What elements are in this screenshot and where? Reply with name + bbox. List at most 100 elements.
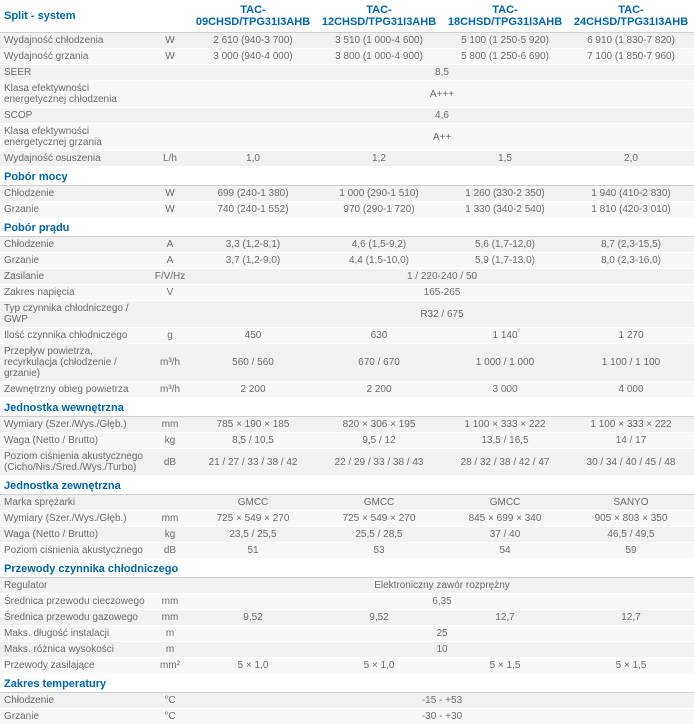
table-row: Marka sprężarkiGMCCGMCCGMCCSANYO: [0, 495, 694, 511]
row-value-1: 1 000 (290-1 510): [316, 186, 442, 202]
row-unit: mm: [150, 610, 190, 626]
row-value-3: 905 × 803 × 350: [568, 511, 694, 527]
row-unit: [150, 81, 190, 108]
row-label: Ilość czynnika chłodniczego: [0, 328, 150, 344]
table-row: Poziom ciśnienia akustycznegodB51535459: [0, 543, 694, 559]
row-value-0: 8,5 / 10,5: [190, 433, 316, 449]
row-unit: kg: [150, 527, 190, 543]
row-value-1: 53: [316, 543, 442, 559]
row-label: Zewnętrzny obieg powietrza: [0, 382, 150, 398]
row-value-2: 1 330 (340-2 540): [442, 202, 568, 218]
row-value-2: 1 140: [442, 328, 568, 344]
row-label: Grzanie: [0, 709, 150, 725]
row-value-1: 22 / 29 / 33 / 38 / 43: [316, 449, 442, 476]
row-value-1: 3 510 (1 000-4 600): [316, 33, 442, 49]
model-2: TAC-18CHSD/TPG31I3AHB: [442, 0, 568, 33]
row-unit: mm²: [150, 658, 190, 674]
row-span-value: 10: [190, 642, 694, 658]
row-label: Średnica przewodu cieczowego: [0, 594, 150, 610]
section-title: Pobór mocy: [0, 167, 694, 186]
row-value-1: GMCC: [316, 495, 442, 511]
row-label: Zakres napięcia: [0, 285, 150, 301]
row-label: Wydajność grzania: [0, 49, 150, 65]
row-unit: mm: [150, 594, 190, 610]
row-value-1: 820 × 306 × 195: [316, 417, 442, 433]
row-unit: m: [150, 642, 190, 658]
row-label: Maks. różnica wysokości: [0, 642, 150, 658]
row-value-0: 23,5 / 25,5: [190, 527, 316, 543]
section-title: Zakres temperatury: [0, 674, 694, 693]
row-value-0: 3 000 (940-4 000): [190, 49, 316, 65]
table-row: ZasilanieF/V/Hz1 / 220-240 / 50: [0, 269, 694, 285]
row-label: Wydajność chłodzenia: [0, 33, 150, 49]
row-label: Regulator: [0, 578, 150, 594]
row-span-value: Elektroniczny zawór rozprężny: [190, 578, 694, 594]
row-value-1: 630: [316, 328, 442, 344]
row-value-3: 30 / 34 / 40 / 45 / 48: [568, 449, 694, 476]
section-header: Zakres temperatury: [0, 674, 694, 693]
row-label: Grzanie: [0, 253, 150, 269]
row-value-1: 5 × 1,0: [316, 658, 442, 674]
row-unit: W: [150, 186, 190, 202]
row-value-3: 46,5 / 49,5: [568, 527, 694, 543]
table-row: ChłodzenieW699 (240-1 380)1 000 (290-1 5…: [0, 186, 694, 202]
row-unit: dB: [150, 543, 190, 559]
row-value-1: 9,52: [316, 610, 442, 626]
row-value-2: 28 / 32 / 38 / 42 / 47: [442, 449, 568, 476]
row-unit: A: [150, 237, 190, 253]
row-value-1: 4,6 (1,5-9,2): [316, 237, 442, 253]
table-row: Przepływ powietrza, recyrkulacja (chłodz…: [0, 344, 694, 382]
row-span-value: 1 / 220-240 / 50: [190, 269, 694, 285]
row-value-3: 14 / 17: [568, 433, 694, 449]
table-row: Klasa efektywności energetycznej chłodze…: [0, 81, 694, 108]
row-span-value: 165-265: [190, 285, 694, 301]
row-value-1: 2 200: [316, 382, 442, 398]
model-0: TAC-09CHSD/TPG31I3AHB: [190, 0, 316, 33]
table-row: Wymiary (Szer./Wys./Głęb.)mm725 × 549 × …: [0, 511, 694, 527]
table-row: Wydajność chłodzeniaW2 610 (940-3 700)3 …: [0, 33, 694, 49]
row-unit: m³/h: [150, 344, 190, 382]
section-title: Jednostka zewnętrzna: [0, 476, 694, 495]
row-value-3: 5 × 1,5: [568, 658, 694, 674]
row-value-0: 21 / 27 / 33 / 38 / 42: [190, 449, 316, 476]
row-unit: [150, 301, 190, 328]
row-unit: L/h: [150, 151, 190, 167]
row-value-2: 1,5: [442, 151, 568, 167]
row-value-3: 8,0 (2,3-16,0): [568, 253, 694, 269]
header-unit-blank: [150, 0, 190, 33]
row-label: Zasilanie: [0, 269, 150, 285]
row-value-3: 1 100 × 333 × 222: [568, 417, 694, 433]
row-label: Typ czynnika chłodniczego / GWP: [0, 301, 150, 328]
row-unit: m: [150, 626, 190, 642]
row-value-0: 2 610 (940-3 700): [190, 33, 316, 49]
row-value-2: 37 / 40: [442, 527, 568, 543]
row-label: Marka sprężarki: [0, 495, 150, 511]
section-header: Pobór prądu: [0, 218, 694, 237]
row-unit: °C: [150, 693, 190, 709]
row-value-0: 740 (240-1 552): [190, 202, 316, 218]
row-value-2: 12,7: [442, 610, 568, 626]
row-value-2: GMCC: [442, 495, 568, 511]
row-value-0: 450: [190, 328, 316, 344]
row-unit: F/V/Hz: [150, 269, 190, 285]
row-unit: A: [150, 253, 190, 269]
row-value-0: 785 × 190 × 185: [190, 417, 316, 433]
row-span-value: R32 / 675: [190, 301, 694, 328]
spec-table: Split - systemTAC-09CHSD/TPG31I3AHBTAC-1…: [0, 0, 694, 725]
table-row: Zakres napięciaV165-265: [0, 285, 694, 301]
model-1: TAC-12CHSD/TPG31I3AHB: [316, 0, 442, 33]
row-value-0: 3,7 (1,2-9,0): [190, 253, 316, 269]
table-row: Wydajność osuszeniaL/h1,01,21,52,0: [0, 151, 694, 167]
row-label: Klasa efektywności energetycznej grzania: [0, 124, 150, 151]
row-value-3: 7 100 (1 850-7 960): [568, 49, 694, 65]
row-value-2: 5,6 (1,7-12,0): [442, 237, 568, 253]
table-row: Zewnętrzny obieg powietrzam³/h2 2002 200…: [0, 382, 694, 398]
row-unit: g: [150, 328, 190, 344]
row-value-3: 12,7: [568, 610, 694, 626]
table-row: Typ czynnika chłodniczego / GWP R32 / 675: [0, 301, 694, 328]
section-header: Jednostka zewnętrzna: [0, 476, 694, 495]
row-value-0: GMCC: [190, 495, 316, 511]
row-unit: W: [150, 202, 190, 218]
row-value-0: 699 (240-1 380): [190, 186, 316, 202]
row-value-1: 25,5 / 28,5: [316, 527, 442, 543]
